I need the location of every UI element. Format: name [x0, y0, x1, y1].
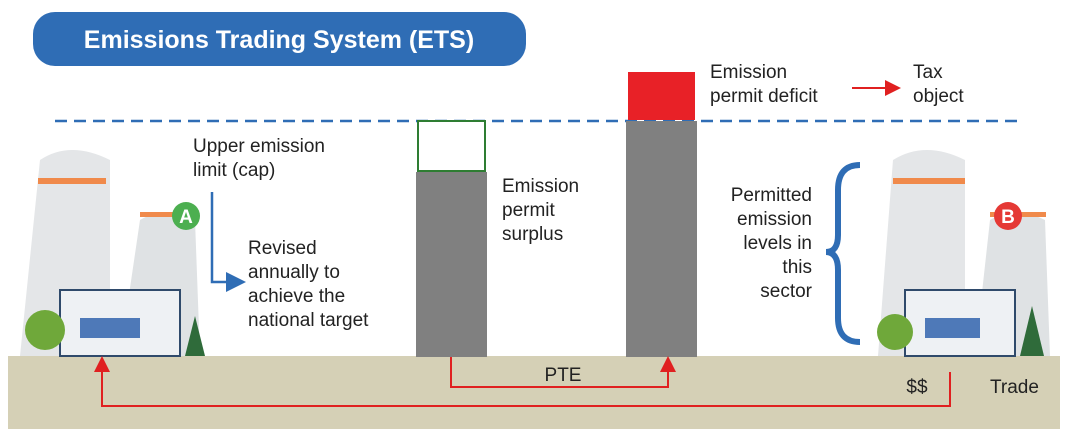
ground	[8, 356, 1060, 429]
badge-b-label: B	[1001, 207, 1015, 228]
title: Emissions Trading System (ETS)	[84, 26, 474, 54]
permitted-text: levels in	[743, 233, 812, 254]
plant-b	[877, 150, 1050, 356]
permitted-text: emission	[737, 209, 812, 230]
badge-a-label: A	[179, 207, 193, 228]
tax-text: Tax	[913, 62, 943, 83]
permitted-text: this	[782, 257, 812, 278]
trade-label: Trade	[990, 377, 1039, 398]
bar-a	[416, 172, 487, 357]
surplus-box	[418, 121, 485, 171]
revise-arrow	[212, 192, 236, 282]
tax-text: object	[913, 86, 964, 107]
revised-text: Revised	[248, 238, 317, 259]
revised-text: annually to	[248, 262, 340, 283]
revised-text: achieve the	[248, 286, 345, 307]
money-label: $$	[906, 377, 928, 398]
revised-text: national target	[248, 310, 369, 331]
surplus-text: surplus	[502, 224, 563, 245]
cap-text: limit (cap)	[193, 160, 275, 181]
deficit-box	[628, 72, 695, 120]
plant-a	[20, 150, 205, 356]
permitted-text: Permitted	[731, 185, 812, 206]
brace	[826, 165, 860, 342]
permitted-text: sector	[760, 281, 812, 302]
diagram: Emissions Trading System (ETS) A B PTE $…	[0, 0, 1067, 429]
surplus-text: Emission	[502, 176, 579, 197]
bar-b	[626, 121, 697, 357]
surplus-text: permit	[502, 200, 556, 221]
cap-text: Upper emission	[193, 136, 325, 157]
deficit-text: Emission	[710, 62, 787, 83]
text-blocks: Emission permit deficit Tax object Upper emi…	[193, 62, 964, 331]
pte-label: PTE	[545, 365, 582, 386]
deficit-text: permit deficit	[710, 86, 818, 107]
